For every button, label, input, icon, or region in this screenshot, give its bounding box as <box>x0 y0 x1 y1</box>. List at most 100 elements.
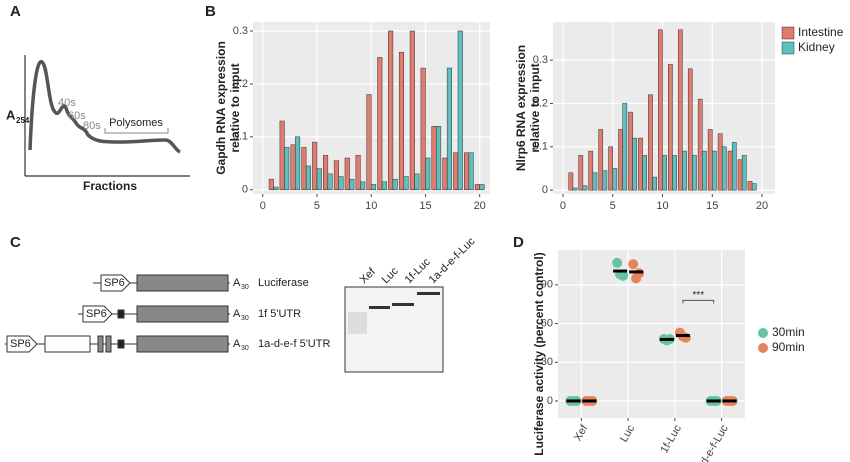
y-axis-title: A <box>6 107 16 122</box>
bar <box>305 165 311 191</box>
x-tick-label: 5 <box>314 200 320 212</box>
y-axis-title: Nlrp6 RNA expression <box>514 45 528 171</box>
exon <box>97 335 104 353</box>
bar <box>442 157 448 191</box>
orf <box>136 274 229 292</box>
bar <box>618 129 623 191</box>
orf <box>136 335 229 353</box>
y-tick-label: 90 <box>541 279 553 291</box>
bar <box>751 183 757 191</box>
y-axis-title: relative to input <box>228 63 242 152</box>
bar <box>622 103 628 191</box>
dot <box>612 257 623 268</box>
x-tick-label: 0 <box>560 200 566 212</box>
promoter <box>6 335 38 353</box>
exon <box>44 335 91 353</box>
bar <box>474 184 480 191</box>
bar <box>468 152 474 191</box>
bar <box>273 186 279 191</box>
bar <box>741 155 747 191</box>
legend-swatch <box>781 41 795 55</box>
y-tick-label: 0.3 <box>533 54 548 66</box>
bar <box>388 30 394 191</box>
bar <box>333 160 339 191</box>
bar <box>648 94 653 191</box>
bar <box>446 67 452 191</box>
bar <box>677 29 683 191</box>
dot <box>618 270 629 281</box>
bar <box>420 67 426 191</box>
bar <box>366 94 372 191</box>
x-tick-label: 0 <box>260 200 266 212</box>
bar <box>457 30 463 191</box>
bar <box>279 120 285 191</box>
bar <box>377 57 383 191</box>
bar <box>737 159 743 191</box>
bar <box>672 155 677 191</box>
bar <box>702 150 707 191</box>
bar <box>692 155 697 191</box>
construct-label: Luciferase <box>258 277 309 289</box>
bar <box>436 126 442 191</box>
bar <box>602 170 608 191</box>
legend-label: Intestine <box>798 25 844 39</box>
exon <box>105 335 112 353</box>
construct-label: 1f 5'UTR <box>258 308 301 320</box>
bar <box>268 178 274 191</box>
tail-label-sub: 30 <box>241 315 249 322</box>
bar <box>425 157 431 191</box>
dot <box>628 259 639 270</box>
lane-label: 1f-Luc <box>403 256 433 286</box>
bar <box>344 157 350 191</box>
y-tick-label: 30 <box>541 356 553 368</box>
bar <box>316 168 322 191</box>
tail-label-sub: 30 <box>241 284 249 291</box>
bar <box>327 173 333 191</box>
y-tick-label: 0.2 <box>533 97 548 109</box>
panel-a: A 254 Fractions 40s 60s 80s Polysomes <box>6 55 190 193</box>
bar <box>409 30 415 191</box>
bar <box>697 98 703 191</box>
bar <box>598 129 604 191</box>
x-tick-label: 15 <box>419 200 431 212</box>
bar <box>712 150 717 191</box>
bar <box>572 187 578 191</box>
bar <box>578 155 584 191</box>
x-tick-label: 5 <box>610 200 616 212</box>
panel-label: C <box>10 234 21 251</box>
orf <box>136 305 229 323</box>
gel-smear <box>348 312 367 334</box>
bar <box>662 155 667 191</box>
legend-swatch <box>758 343 768 353</box>
bar <box>628 111 633 191</box>
y-tick-label: 0.1 <box>233 131 248 143</box>
legend-swatch <box>758 328 768 338</box>
bar <box>727 150 733 191</box>
gel-band <box>392 303 414 306</box>
y-tick-label: 0 <box>242 184 248 196</box>
bar <box>592 172 598 191</box>
bar <box>431 126 437 191</box>
bar <box>582 185 588 191</box>
promoter-label: SP6 <box>104 277 125 289</box>
profile-curve <box>28 60 181 154</box>
x-tick-label: 20 <box>756 200 768 212</box>
bar <box>290 144 296 191</box>
peak-label: 60s <box>68 110 86 122</box>
bar <box>721 146 727 191</box>
bar <box>414 173 420 191</box>
peak-label: 40s <box>58 97 76 109</box>
bar <box>301 147 307 191</box>
bar <box>312 141 318 191</box>
bracket <box>104 128 169 134</box>
bar <box>403 176 409 191</box>
bar <box>658 29 663 191</box>
bar <box>381 181 387 191</box>
panel-label: A <box>10 3 21 20</box>
legend-label: Kidney <box>798 40 835 54</box>
bar <box>479 184 485 191</box>
gel-band <box>369 306 390 309</box>
panel-c <box>5 274 444 373</box>
lane-label: Luc <box>380 265 401 286</box>
x-tick-label: 15 <box>706 200 718 212</box>
